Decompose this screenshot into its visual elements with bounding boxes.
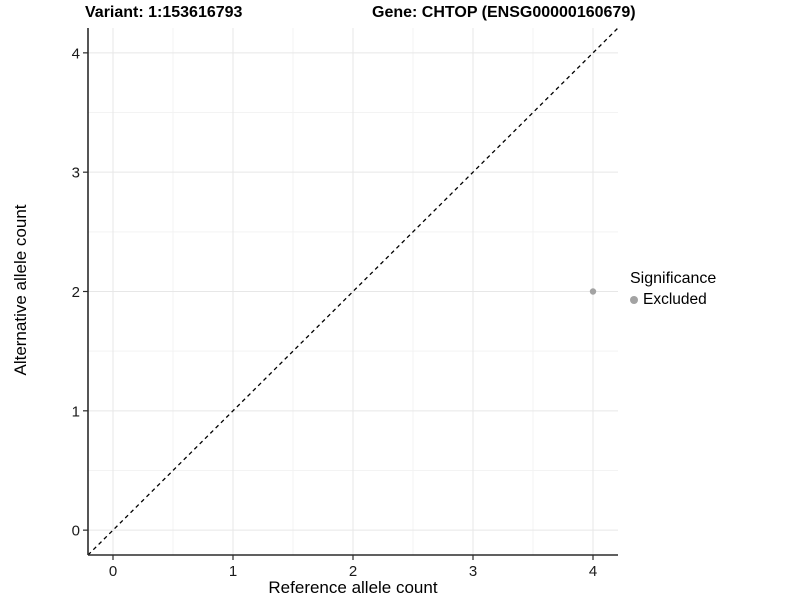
- x-tick-label: 1: [229, 563, 237, 580]
- y-tick-label: 2: [72, 284, 80, 301]
- x-tick-label: 4: [589, 563, 597, 580]
- identity-line: [87, 27, 619, 556]
- plot-title-gene: Gene: CHTOP (ENSG00000160679): [372, 4, 636, 21]
- legend-item-label: Excluded: [643, 291, 707, 308]
- legend-item-excluded: Excluded: [630, 291, 716, 309]
- legend-dot-icon: [630, 296, 638, 304]
- y-tick-label: 3: [72, 165, 80, 182]
- legend: Significance Excluded: [630, 270, 716, 309]
- y-tick-label: 1: [72, 403, 80, 420]
- y-tick-label: 0: [72, 523, 80, 540]
- y-tick-label: 4: [72, 45, 80, 62]
- plot-title-variant: Variant: 1:153616793: [85, 4, 243, 21]
- data-point: [589, 288, 597, 295]
- x-tick-label: 3: [469, 563, 477, 580]
- x-axis-title: Reference allele count: [268, 578, 438, 597]
- legend-title: Significance: [630, 270, 717, 287]
- y-axis-title: Alternative allele count: [11, 204, 30, 376]
- x-tick-label: 2: [349, 563, 357, 580]
- x-tick-label: 0: [109, 563, 117, 580]
